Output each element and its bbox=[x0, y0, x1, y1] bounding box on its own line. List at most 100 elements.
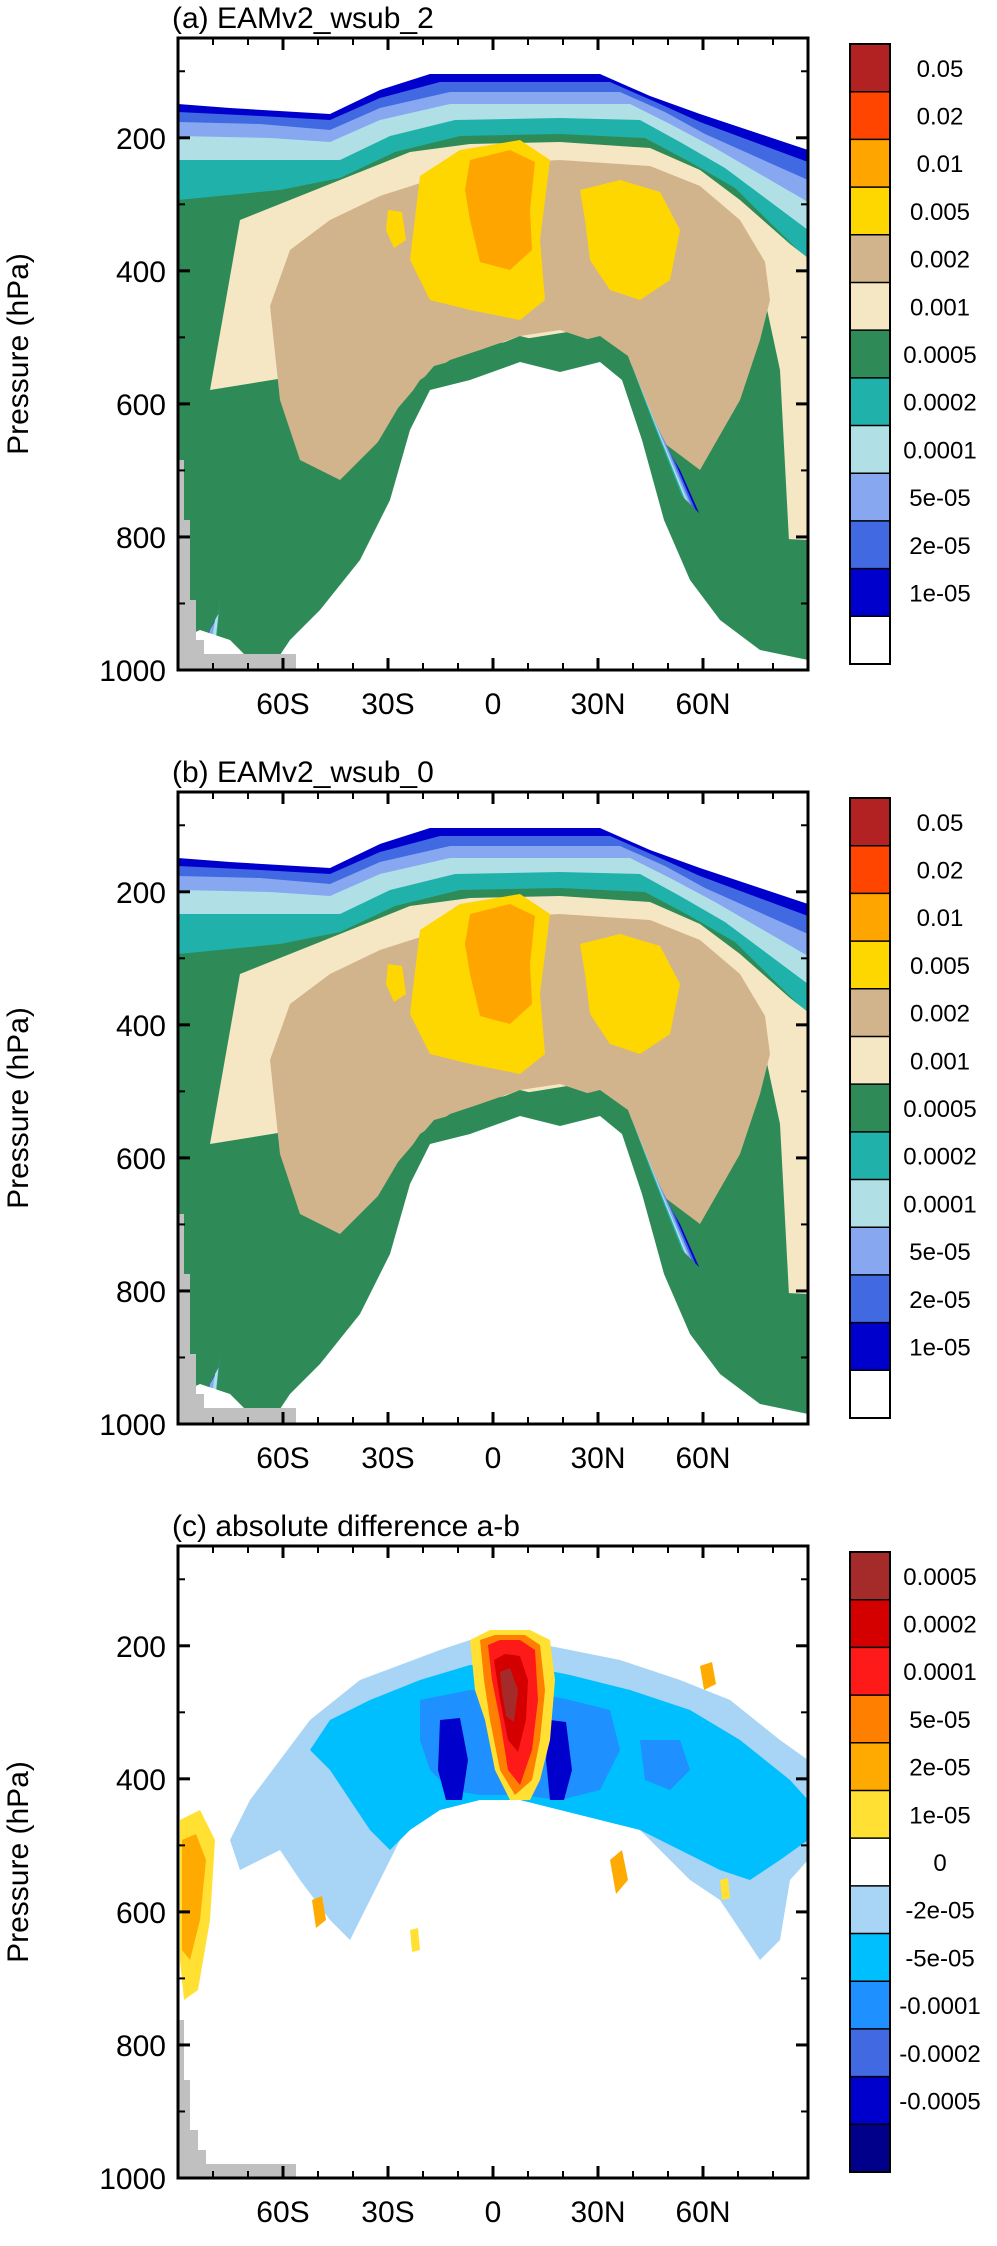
colorbar-swatch bbox=[850, 377, 890, 426]
panel-b-axis-ticks: 200 400 600 800 1000 60S 30S 0 30N 60N bbox=[99, 792, 808, 1475]
colorbar-swatch bbox=[850, 1370, 890, 1418]
panel-b-field bbox=[178, 828, 808, 1424]
colorbar-label: 0.005 bbox=[910, 953, 970, 980]
colorbar-swatch bbox=[850, 988, 890, 1037]
panel-b-title: (b) EAMv2_wsub_0 bbox=[172, 756, 434, 789]
neg-dark-blue-blob-left bbox=[438, 1718, 468, 1800]
colorbar-swatch bbox=[850, 520, 890, 569]
level-0.005 bbox=[386, 140, 680, 320]
colorbar-label: 0.0001 bbox=[903, 1659, 976, 1686]
x-tick-label: 30N bbox=[570, 1442, 625, 1475]
colorbar-swatch bbox=[850, 234, 890, 283]
colorbar-label: 0.001 bbox=[910, 294, 970, 321]
panel-c-field bbox=[178, 1630, 808, 2178]
colorbar-label: -0.0001 bbox=[899, 1993, 980, 2020]
colorbar-swatch bbox=[850, 1274, 890, 1323]
panel-a-title: (a) EAMv2_wsub_2 bbox=[172, 2, 434, 35]
panel-c-colorbar: 0.0005 0.0002 0.0001 5e-05 2e-05 1e-05 0 -2e-05… bbox=[849, 1551, 981, 2173]
colorbar-label: 0.0001 bbox=[903, 437, 976, 464]
colorbar-swatch bbox=[850, 1131, 890, 1180]
colorbar-swatch bbox=[850, 330, 890, 378]
colorbar-swatch bbox=[850, 91, 890, 140]
panel-b-colorbar: 0.05 0.02 0.01 0.005 0.002 0.001 0.0005 0.0002 0… bbox=[849, 797, 977, 1419]
colorbar-label: 2e-05 bbox=[909, 1287, 970, 1314]
x-tick-label: 60S bbox=[256, 688, 309, 721]
colorbar-swatch bbox=[850, 1647, 890, 1696]
left-edge-orange-blob bbox=[182, 1834, 206, 1960]
colorbar-frame bbox=[849, 1551, 891, 2173]
colorbar-label: 0.01 bbox=[917, 905, 964, 932]
colorbar-label: 0.0005 bbox=[903, 1564, 976, 1591]
colorbar-swatch bbox=[850, 187, 890, 235]
y-tick-label: 400 bbox=[116, 1764, 166, 1797]
panel-a-ground-mask bbox=[178, 460, 296, 670]
panel-b-inner-white-mountain bbox=[260, 1140, 790, 1424]
y-tick-label: 600 bbox=[116, 1143, 166, 1176]
x-tick-label: 0 bbox=[485, 2196, 502, 2229]
colorbar-label: 0.002 bbox=[910, 247, 970, 274]
colorbar-label: 0.0002 bbox=[903, 1612, 976, 1639]
colorbar-swatch bbox=[850, 568, 890, 617]
y-tick-label: 800 bbox=[116, 1276, 166, 1309]
colorbar-label: 1e-05 bbox=[909, 580, 970, 607]
colorbar-label: -0.0002 bbox=[899, 2041, 980, 2068]
panel-a: (a) EAMv2_wsub_2 Pressure (hPa) bbox=[2, 2, 977, 721]
scatter-yellow-1 bbox=[410, 1928, 420, 1952]
colorbar-label: 0.002 bbox=[910, 1001, 970, 1028]
colorbar-swatch bbox=[850, 2028, 890, 2077]
colorbar-swatch bbox=[850, 1552, 890, 1600]
x-tick-label: 60S bbox=[256, 1442, 309, 1475]
colorbar-swatch bbox=[850, 139, 890, 188]
x-tick-label: 30S bbox=[361, 688, 414, 721]
colorbar-swatch bbox=[850, 473, 890, 521]
y-tick-label: 1000 bbox=[99, 1409, 166, 1442]
y-tick-label: 200 bbox=[116, 1631, 166, 1664]
colorbar-label: 0.01 bbox=[917, 151, 964, 178]
x-tick-label: 30S bbox=[361, 2196, 414, 2229]
level-0.005 bbox=[386, 894, 680, 1074]
panel-a-axis-ticks: 200 400 600 800 1000 60S 30S 0 30N 60N bbox=[99, 38, 808, 721]
panel-a-colorbar: 0.05 0.02 0.01 0.005 0.002 0.001 0.0005 0.0002 0… bbox=[849, 43, 977, 665]
x-tick-label: 60S bbox=[256, 2196, 309, 2229]
y-tick-label: 1000 bbox=[99, 655, 166, 688]
colorbar-swatch bbox=[850, 425, 890, 474]
colorbar-label: -0.0005 bbox=[899, 2088, 980, 2115]
colorbar-swatch bbox=[850, 282, 890, 331]
colorbar-swatch bbox=[850, 798, 890, 846]
colorbar-label: 0.005 bbox=[910, 199, 970, 226]
x-tick-label: 60N bbox=[675, 2196, 730, 2229]
y-tick-label: 800 bbox=[116, 2030, 166, 2063]
colorbar-label: -2e-05 bbox=[905, 1898, 974, 1925]
colorbar-label: 0.0005 bbox=[903, 1096, 976, 1123]
colorbar-swatch bbox=[850, 616, 890, 664]
colorbar-label: 0.05 bbox=[917, 810, 964, 837]
colorbar-label: 0.05 bbox=[917, 56, 964, 83]
y-tick-label: 400 bbox=[116, 1010, 166, 1043]
pos-maroon-region bbox=[500, 1668, 518, 1722]
colorbar-swatch bbox=[850, 941, 890, 989]
panel-a-ylabel: Pressure (hPa) bbox=[2, 253, 35, 455]
y-tick-label: 1000 bbox=[99, 2163, 166, 2196]
colorbar-swatch bbox=[850, 1036, 890, 1085]
panel-b-ylabel: Pressure (hPa) bbox=[2, 1007, 35, 1209]
colorbar-swatch bbox=[850, 2076, 890, 2125]
colorbar-label: 5e-05 bbox=[909, 485, 970, 512]
x-tick-label: 60N bbox=[675, 1442, 730, 1475]
colorbar-label: 0.0002 bbox=[903, 1144, 976, 1171]
y-tick-label: 600 bbox=[116, 1897, 166, 1930]
colorbar-label: 0.0002 bbox=[903, 390, 976, 417]
colorbar-label: 0.001 bbox=[910, 1048, 970, 1075]
neg-dark-blue-blob-right bbox=[546, 1720, 572, 1800]
colorbar-label: 0.0005 bbox=[903, 342, 976, 369]
colorbar-label: 5e-05 bbox=[909, 1707, 970, 1734]
y-tick-label: 600 bbox=[116, 389, 166, 422]
x-tick-label: 30N bbox=[570, 2196, 625, 2229]
y-tick-label: 800 bbox=[116, 522, 166, 555]
panel-c-title: (c) absolute difference a-b bbox=[172, 1510, 520, 1543]
panel-c-ylabel: Pressure (hPa) bbox=[2, 1761, 35, 1963]
panel-b-field-shapes bbox=[178, 828, 808, 1424]
colorbar-swatch bbox=[850, 44, 890, 92]
colorbar-label: 0 bbox=[933, 1850, 946, 1877]
colorbar-label: 5e-05 bbox=[909, 1239, 970, 1266]
